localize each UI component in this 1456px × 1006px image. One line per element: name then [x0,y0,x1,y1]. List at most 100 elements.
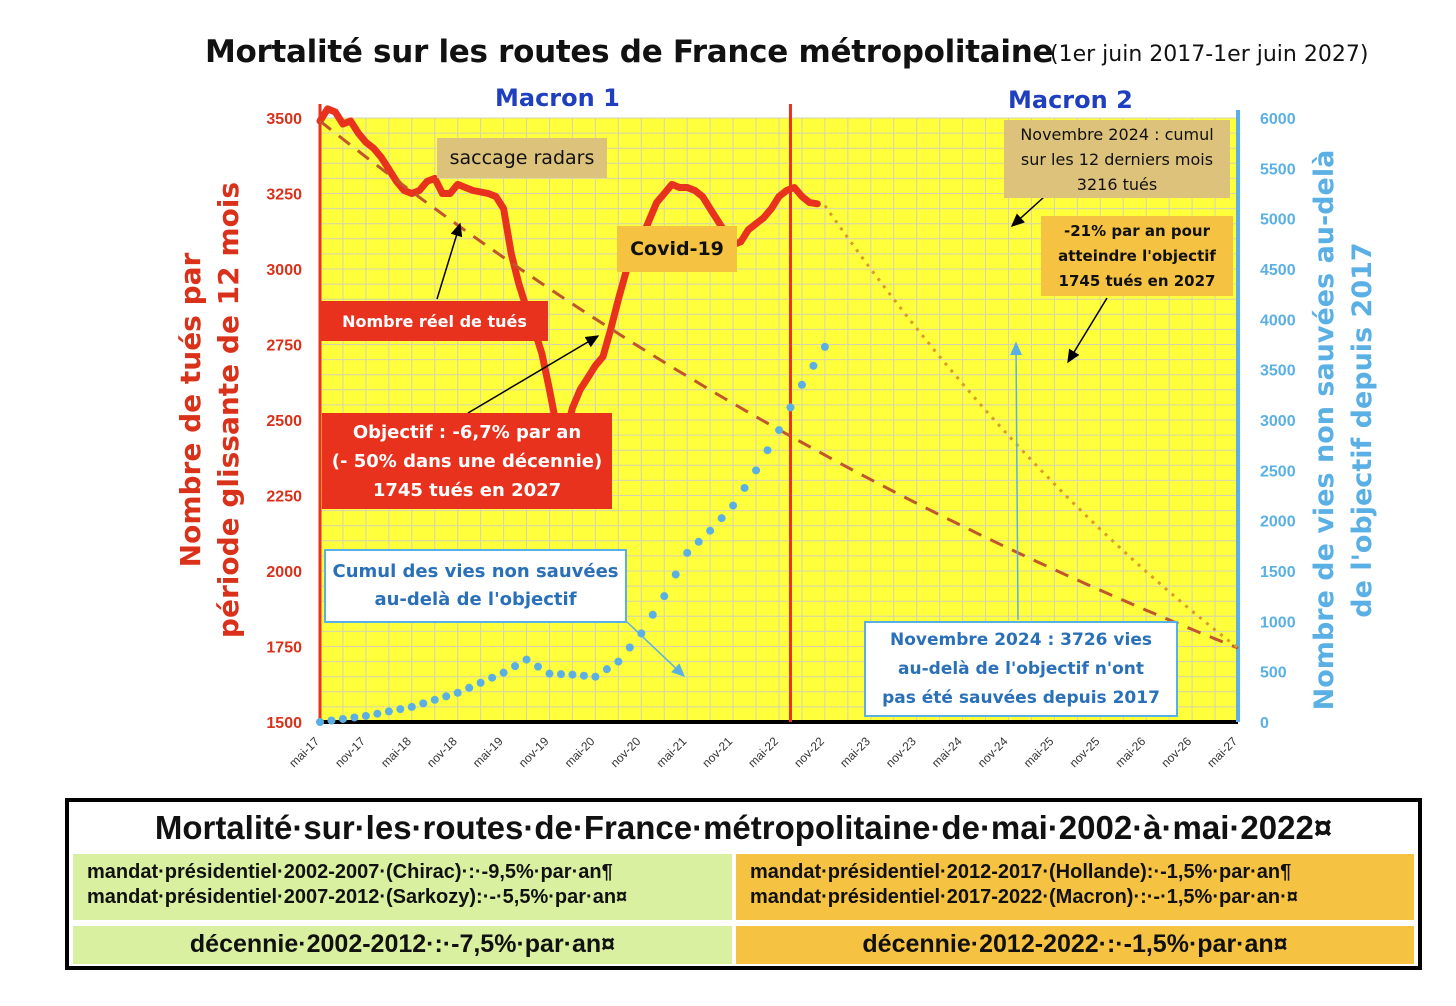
cumulative-point [602,665,611,674]
cumulative-point [752,466,761,475]
x-tick-label: mai-18 [378,734,414,770]
cumulative-point [407,702,416,711]
y-tick-left: 1500 [266,715,302,732]
x-tick-label: mai-19 [470,734,506,770]
annotation-nombre-reel: Nombre réel de tués [321,301,548,341]
y-tick-left: 2750 [266,338,302,355]
cumulative-point [579,671,588,680]
x-tick-label: mai-24 [929,734,965,770]
period-label-macron-2: Macron 2 [1008,86,1133,114]
table-title: Mortalité·sur·les·routes·de·France·métro… [154,809,1333,846]
y-tick-right: 4500 [1260,262,1296,279]
cumulative-point [465,683,474,692]
cumulative-point [648,610,657,619]
annotation-saccage-radars: saccage radars [437,138,607,178]
annotation-arrow [1067,297,1108,364]
y-tick-right: 1500 [1260,564,1296,581]
cumulative-point [694,537,703,546]
cumulative-point [350,713,359,722]
cumulative-point [338,714,347,723]
annotation-arrow [436,222,463,300]
y-tick-left: 3250 [266,187,302,204]
x-tick-label: nov-18 [424,734,460,770]
cumulative-point [556,670,565,679]
cumulative-point [775,426,783,435]
y-tick-left: 1750 [266,640,302,657]
table-cell-decennie-2012-2022: décennie·2012-2022·:·-1,5%·par·an¤ [736,926,1414,964]
cumulative-point [384,707,393,716]
y-tick-right: 5000 [1260,212,1296,229]
x-tick-label: mai-25 [1021,734,1057,770]
y-tick-right: 3000 [1260,413,1296,430]
x-tick-label: mai-17 [286,734,322,770]
cumulative-point [614,657,623,666]
annotation-arrow [1010,196,1045,228]
y-tick-right: 4000 [1260,312,1296,329]
annotation-novembre-2024-cumul: Novembre 2024 : cumul sur les 12 dernier… [1004,120,1230,198]
y-tick-right: 5500 [1260,161,1296,178]
y-tick-right: 2000 [1260,514,1296,531]
x-tick-label: mai-26 [1112,734,1148,770]
cumulative-point [660,592,669,601]
cumulative-point [568,670,577,679]
period-label-macron-1: Macron 1 [495,84,620,112]
x-tick-label: mai-22 [745,734,781,770]
x-tick-label: nov-17 [332,734,368,770]
cumulative-point [625,643,634,652]
cumulative-point [488,673,497,682]
table-cell-mandats-2002-2012: mandat·présidentiel·2002-2007·(Chirac)·:… [73,854,732,920]
annotation-covid: Covid-19 [617,226,737,272]
x-tick-label: nov-24 [975,734,1011,770]
x-tick-label: mai-20 [562,734,598,770]
cumulative-point [545,669,554,678]
table-cell-mandats-2012-2022: mandat·présidentiel·2012-2017·(Hollande)… [736,854,1414,920]
cumulative-point [740,483,749,492]
annotation-arrow [467,335,600,414]
cumulative-point [499,668,508,677]
y-tick-left: 3500 [266,111,302,128]
annotation-arrow [626,621,686,678]
cumulative-point [786,403,795,412]
cumulative-point [373,709,382,718]
x-tick-label: mai-21 [653,734,689,770]
y-axis-left-label: Nombre de tués par période glissante de … [174,181,245,639]
cumulative-point [511,662,520,671]
cumulative-point [763,446,772,455]
annotation-arrow [1010,341,1023,621]
x-tick-label: nov-22 [791,734,827,770]
cumulative-point [316,718,324,726]
y-tick-left: 2000 [266,564,302,581]
cumulative-point [396,705,405,714]
annotation-objectif: Objectif : -6,7% par an (- 50% dans une … [322,413,612,509]
x-tick-label: nov-21 [699,734,735,770]
x-tick-label: nov-26 [1158,734,1194,770]
cumulative-point [442,692,451,701]
cumulative-point [820,342,829,351]
cumulative-point [453,688,462,697]
cumulative-point [671,570,680,579]
cumulative-point [522,655,531,664]
annotation-moins-21-pourcent: -21% par an pour atteindre l'objectif 17… [1041,216,1233,296]
summary-table: Mortalité·sur·les·routes·de·France·métro… [65,798,1422,970]
y-tick-right: 6000 [1260,111,1296,128]
y-tick-right: 500 [1260,665,1287,682]
y-tick-right: 2500 [1260,463,1296,480]
cumulative-point [327,716,336,725]
table-cell-decennie-2002-2012: décennie·2002-2012·:·-7,5%·par·an¤ [73,926,732,964]
x-tick-label: mai-23 [837,734,873,770]
cumulative-point [717,514,726,523]
y-tick-left: 3000 [266,262,302,279]
y-tick-left: 2250 [266,489,302,506]
y-tick-right: 0 [1260,715,1269,732]
annotation-cumul-vies: Cumul des vies non sauvées au-delà de l'… [324,549,627,623]
cumulative-point [729,501,738,510]
y-tick-right: 3500 [1260,363,1296,380]
cumulative-point [809,361,818,370]
x-tick-label: mai-27 [1204,734,1240,770]
cumulative-point [361,711,370,720]
x-tick-label: nov-23 [883,734,919,770]
cumulative-point [430,695,439,704]
chart-title: Mortalité sur les routes de France métro… [205,34,1054,70]
cumulative-point [706,526,715,535]
cumulative-point [591,672,600,681]
